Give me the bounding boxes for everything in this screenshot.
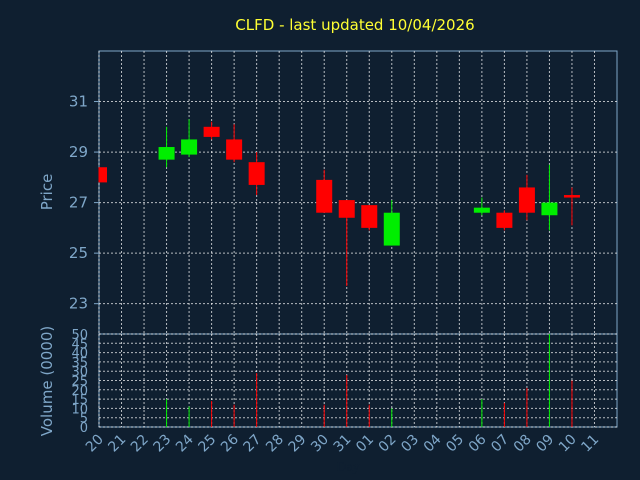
- price-axis-label: Price: [38, 174, 56, 211]
- candle-body: [338, 200, 355, 218]
- price-panel: 23 25 27 29 31: [69, 50, 618, 335]
- volume-tick-label: 10: [71, 402, 88, 417]
- candles: [98, 119, 580, 286]
- volume-tick-label: 0: [80, 421, 88, 436]
- x-tick-label: 10: [556, 432, 580, 456]
- price-tick-label: 25: [69, 244, 88, 262]
- candle-body: [383, 212, 400, 246]
- x-tick-label: 01: [353, 432, 377, 456]
- x-tick-label: 25: [196, 432, 220, 456]
- candle-body: [496, 212, 513, 228]
- price-tick-label: 29: [69, 143, 88, 161]
- x-tick-label: 21: [105, 432, 129, 456]
- candle-body: [181, 139, 198, 155]
- x-tick-label: 11: [578, 432, 602, 456]
- candle-body: [158, 147, 175, 160]
- x-tick-label: 31: [331, 432, 355, 456]
- volume-tick-label: 25: [71, 375, 88, 390]
- candle-body: [203, 126, 220, 137]
- price-tick-label: 27: [69, 194, 88, 212]
- x-tick-label: 27: [241, 432, 265, 456]
- price-tick-label: 31: [69, 93, 88, 111]
- price-plot-area: [98, 50, 618, 335]
- x-tick-label: 08: [511, 432, 535, 456]
- x-tick-label: 29: [286, 432, 310, 456]
- volume-tick-label: 40: [71, 347, 88, 362]
- x-tick-label: 05: [443, 432, 467, 456]
- candle-body: [518, 187, 535, 213]
- candle-body: [248, 162, 265, 185]
- chart-title: CLFD - last updated 10/04/2026: [235, 16, 474, 34]
- x-tick-label: 23: [150, 432, 174, 456]
- x-tick-label: 26: [218, 431, 242, 455]
- candle-body: [541, 202, 558, 216]
- candle-body: [226, 139, 243, 160]
- candle-body: [563, 195, 580, 198]
- price-y-ticks: 23 25 27 29 31: [69, 93, 99, 313]
- volume-tick-label: 5: [80, 412, 88, 427]
- volume-tick-label: 30: [71, 365, 88, 380]
- volume-bars: [166, 334, 573, 427]
- volume-tick-label: 50: [71, 328, 88, 343]
- x-tick-label: 30: [308, 432, 332, 456]
- volume-tick-label: 45: [71, 337, 88, 352]
- x-axis-ticks: 2021222324252627282930310102030405060708…: [83, 431, 602, 455]
- price-tick-label: 23: [69, 295, 88, 313]
- x-axis-label: Day: [336, 460, 359, 475]
- volume-tick-label: 35: [71, 356, 88, 371]
- x-tick-label: 02: [376, 432, 400, 456]
- x-tick-label: 09: [533, 432, 557, 456]
- candle-body: [316, 179, 333, 213]
- x-tick-label: 03: [398, 432, 422, 456]
- volume-tick-label: 15: [71, 393, 88, 408]
- candle-body: [99, 167, 107, 183]
- candle-body: [473, 207, 490, 213]
- x-tick-label: 06: [466, 431, 490, 455]
- candle-body: [361, 205, 378, 228]
- volume-tick-label: 20: [71, 384, 88, 399]
- x-tick-label: 24: [173, 431, 197, 455]
- volume-axis-label: Volume (0000): [38, 326, 56, 436]
- x-tick-label: 28: [263, 432, 287, 456]
- x-tick-label: 22: [128, 432, 152, 456]
- x-tick-label: 04: [421, 431, 445, 455]
- x-tick-label: 07: [488, 432, 512, 456]
